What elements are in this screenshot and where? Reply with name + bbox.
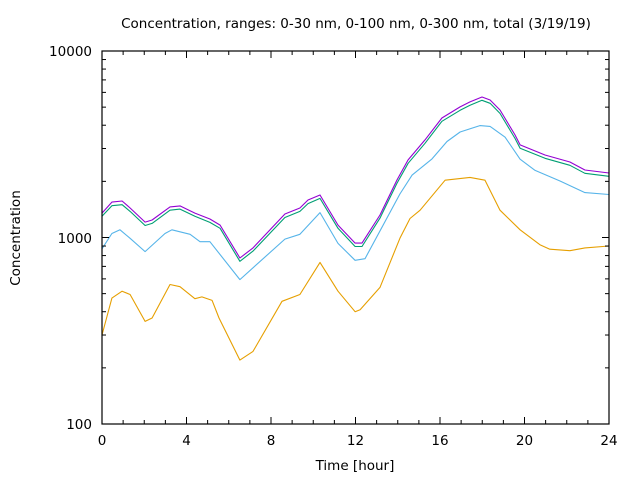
x-tick-label: 12 — [347, 433, 364, 449]
series-line-total — [101, 96, 610, 259]
x-tick-label: 0 — [98, 433, 107, 449]
x-axis-label: Time [hour] — [315, 458, 395, 474]
y-tick-label: 1000 — [58, 231, 92, 247]
series-layer — [101, 96, 610, 361]
ticks-layer — [101, 50, 610, 425]
series-line-0-300-nm — [101, 99, 610, 262]
chart-title: Concentration, ranges: 0-30 nm, 0-100 nm… — [121, 16, 591, 32]
x-tick-label: 24 — [600, 433, 617, 449]
series-line-0-100-nm — [101, 125, 610, 281]
x-tick-label: 16 — [431, 433, 448, 449]
x-tick-label: 4 — [182, 433, 191, 449]
y-tick-label: 100 — [66, 417, 92, 433]
y-axis-label: Concentration — [8, 190, 24, 286]
y-tick-label: 10000 — [49, 44, 92, 60]
x-tick-label: 20 — [516, 433, 533, 449]
series-line-0-30-nm — [101, 176, 610, 361]
x-tick-label: 8 — [267, 433, 276, 449]
